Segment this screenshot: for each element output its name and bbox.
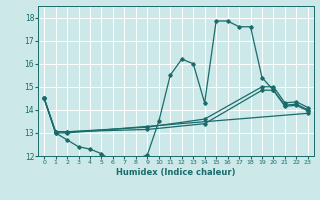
X-axis label: Humidex (Indice chaleur): Humidex (Indice chaleur)	[116, 168, 236, 177]
